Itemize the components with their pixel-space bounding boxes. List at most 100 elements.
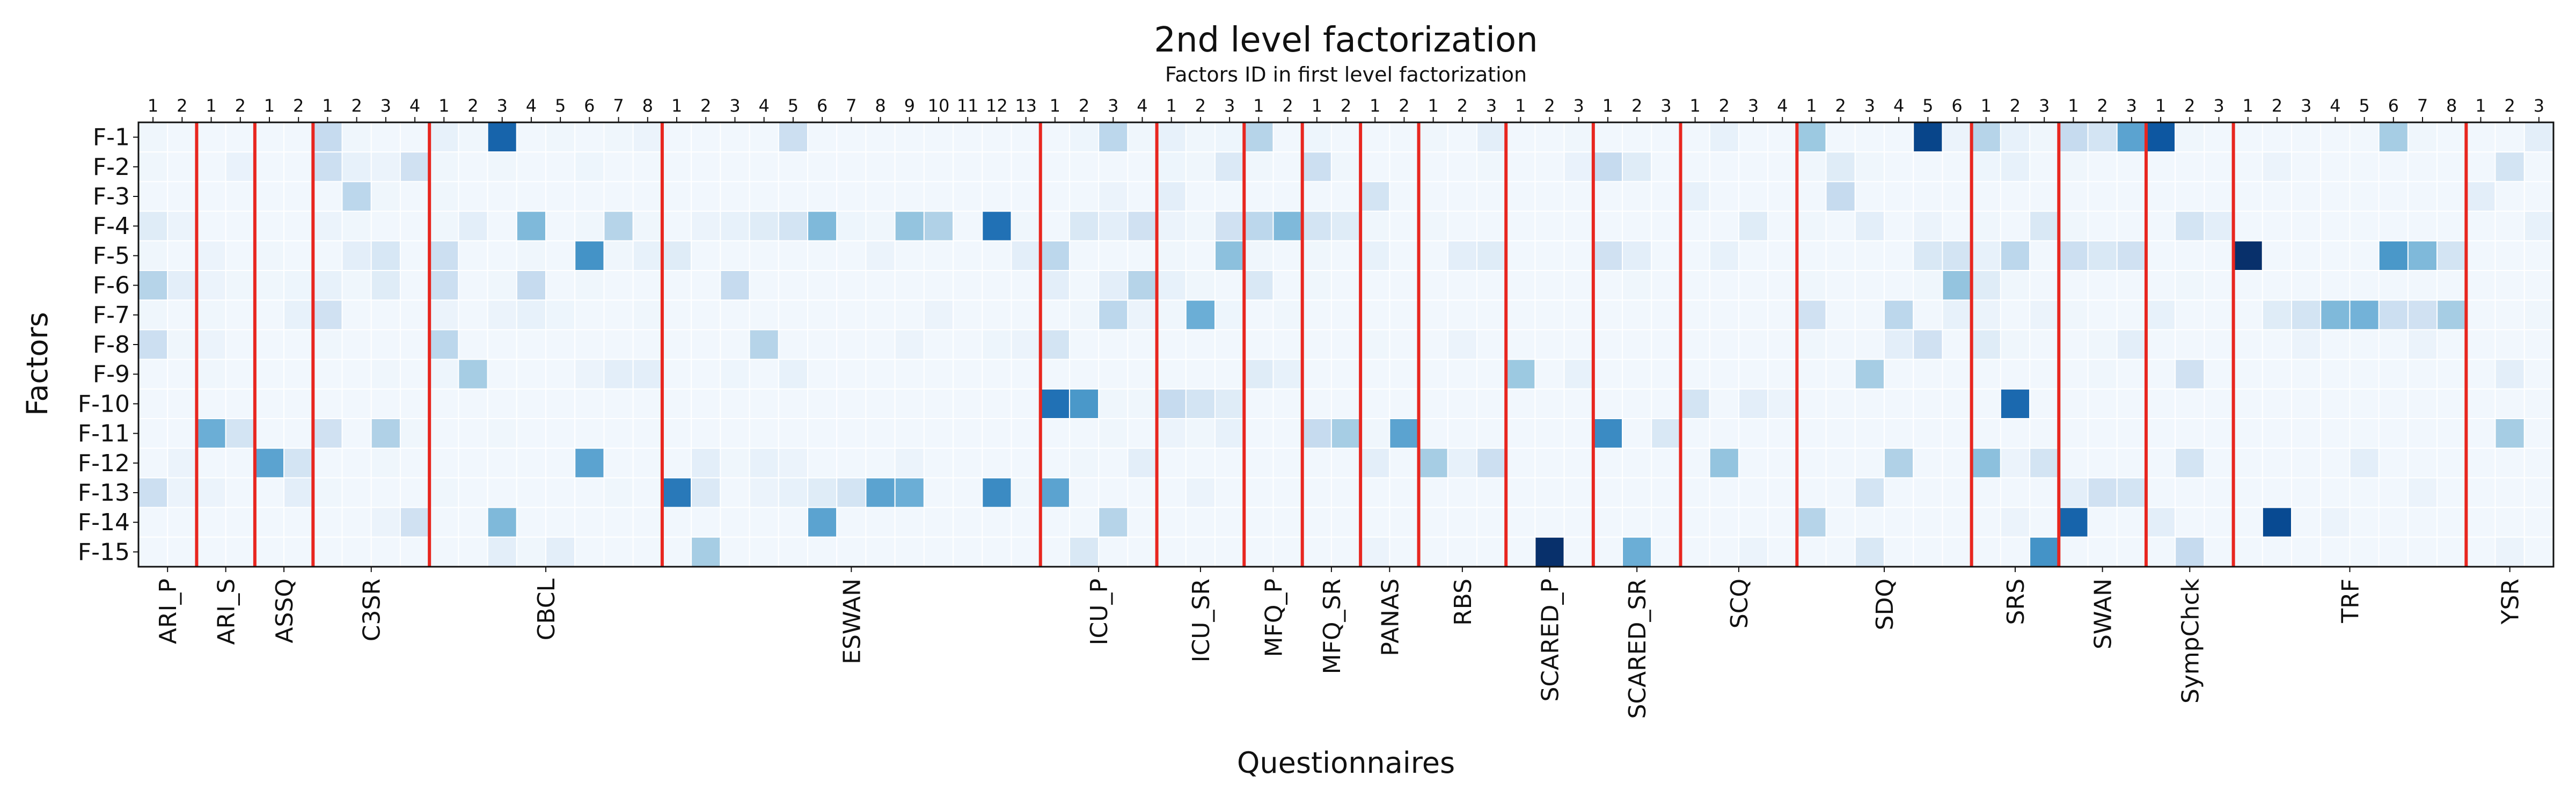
heatmap-cell (1360, 418, 1391, 449)
row-label: F-8 (93, 331, 130, 358)
heatmap-cell (2175, 181, 2205, 212)
heatmap-cell (399, 329, 430, 360)
heatmap-cell (429, 151, 459, 182)
heatmap-cell (836, 122, 867, 153)
heatmap-cell (2465, 181, 2496, 212)
heatmap-cell (1796, 536, 1827, 567)
heatmap-cell (1127, 210, 1158, 241)
heatmap-cell (1389, 448, 1419, 479)
heatmap-cell (2145, 448, 2176, 479)
heatmap-cell (225, 329, 255, 360)
heatmap-cell (1651, 477, 1681, 508)
heatmap-cell (865, 270, 896, 301)
heatmap-cell (1389, 477, 1419, 508)
heatmap-cell (865, 388, 896, 419)
heatmap-cell (1127, 299, 1158, 331)
heatmap-cell (1301, 448, 1332, 479)
heatmap-cell (865, 477, 896, 508)
heatmap-cell (1040, 388, 1070, 419)
heatmap-cell (1942, 388, 1972, 419)
heatmap-cell (2000, 536, 2031, 567)
heatmap-cell (749, 240, 779, 271)
top-tick-label: 1 (1166, 96, 1177, 116)
heatmap-cell (2000, 418, 2031, 449)
heatmap-cell (283, 448, 314, 479)
heatmap-cell (2116, 240, 2147, 271)
heatmap-cell (2204, 448, 2234, 479)
heatmap-cell (1913, 507, 1943, 538)
heatmap-cell (1563, 299, 1594, 331)
top-tick-label: 1 (1515, 96, 1526, 116)
top-tick-label: 2 (1079, 96, 1089, 116)
heatmap-cell (2320, 270, 2351, 301)
heatmap-cell (2029, 358, 2060, 390)
heatmap-cell (283, 536, 314, 567)
heatmap-cell (1884, 358, 1914, 390)
heatmap-cell (1738, 181, 1769, 212)
top-tick-label: 8 (875, 96, 885, 116)
heatmap-cell (399, 240, 430, 271)
heatmap-cell (2407, 299, 2438, 331)
heatmap-cell (1534, 329, 1565, 360)
heatmap-cell (1156, 151, 1187, 182)
heatmap-cell (254, 240, 285, 271)
heatmap-cell (2116, 507, 2147, 538)
heatmap-cell (429, 536, 459, 567)
heatmap-cell (691, 210, 721, 241)
heatmap-cell (2494, 329, 2525, 360)
heatmap-cell (2407, 418, 2438, 449)
row-label: F-5 (93, 242, 130, 269)
heatmap-cell (1272, 329, 1303, 360)
heatmap-cell (691, 388, 721, 419)
heatmap-cell (1534, 299, 1565, 331)
heatmap-cell (2029, 448, 2060, 479)
heatmap-cell (1185, 122, 1216, 153)
heatmap-cell (1796, 507, 1827, 538)
heatmap-cell (1825, 181, 1856, 212)
heatmap-cell (1796, 418, 1827, 449)
heatmap-cell (545, 536, 576, 567)
heatmap-cell (1854, 477, 1885, 508)
heatmap-cell (2058, 388, 2089, 419)
heatmap-cell (661, 210, 692, 241)
heatmap-cell (516, 181, 547, 212)
heatmap-cell (1360, 151, 1391, 182)
heatmap-cell (254, 329, 285, 360)
heatmap-cell (661, 299, 692, 331)
heatmap-cell (2029, 210, 2060, 241)
heatmap-cell (2465, 299, 2496, 331)
heatmap-cell (1592, 507, 1623, 538)
heatmap-cell (836, 270, 867, 301)
heatmap-cell (2407, 122, 2438, 153)
group-label: SympChck (2177, 578, 2204, 704)
heatmap-cell (1592, 210, 1623, 241)
heatmap-cell (2349, 388, 2380, 419)
heatmap-cell (458, 329, 488, 360)
heatmap-cell (2436, 448, 2467, 479)
heatmap-cell (1825, 418, 1856, 449)
heatmap-cell (1476, 122, 1507, 153)
heatmap-cell (2058, 151, 2089, 182)
heatmap-cell (2116, 388, 2147, 419)
heatmap-cell (720, 329, 750, 360)
heatmap-cell (1069, 507, 1100, 538)
heatmap-cell (2000, 358, 2031, 390)
top-tick-label: 2 (2097, 96, 2107, 116)
heatmap-cell (894, 181, 925, 212)
heatmap-cell (807, 122, 838, 153)
heatmap-cell (1738, 240, 1769, 271)
heatmap-cell (1767, 536, 1798, 567)
heatmap-cell (1069, 418, 1100, 449)
heatmap-cell (1098, 418, 1129, 449)
heatmap-cell (574, 181, 605, 212)
heatmap-cell (2145, 388, 2176, 419)
heatmap-cell (254, 418, 285, 449)
heatmap-cell (953, 329, 983, 360)
heatmap-cell (2349, 477, 2380, 508)
heatmap-cell (603, 210, 634, 241)
heatmap-cell (836, 418, 867, 449)
heatmap-cell (953, 122, 983, 153)
heatmap-cell (836, 299, 867, 331)
heatmap-cell (1127, 122, 1158, 153)
